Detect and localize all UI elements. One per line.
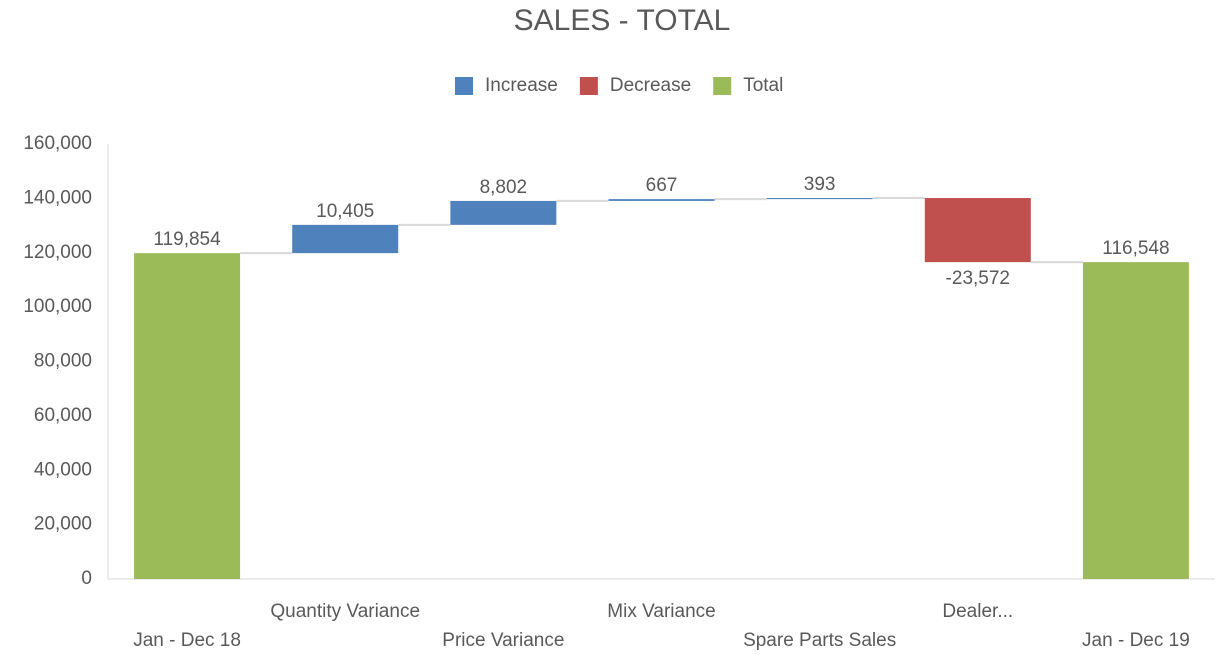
legend-label: Total	[743, 75, 783, 96]
y-tick-label: 20,000	[34, 514, 92, 535]
y-tick-label: 40,000	[34, 459, 92, 480]
bar	[450, 200, 557, 225]
bar	[766, 198, 873, 200]
x-tick-label: Dealer...	[942, 601, 1013, 622]
bar	[608, 199, 715, 201]
y-tick-label: 100,000	[23, 296, 92, 317]
y-tick-label: 80,000	[34, 351, 92, 372]
value-label: 119,854	[153, 229, 221, 250]
y-tick-label: 0	[81, 568, 92, 589]
bar	[924, 198, 1031, 263]
y-tick-label: 140,000	[23, 187, 92, 208]
y-tick-label: 120,000	[23, 242, 92, 263]
legend-swatch	[579, 77, 598, 95]
bar	[134, 253, 241, 579]
value-label: 8,802	[480, 177, 528, 198]
bar	[1082, 262, 1189, 579]
value-label: 116,548	[1102, 238, 1169, 259]
legend-swatch	[713, 77, 732, 95]
x-tick-label: Jan - Dec 18	[133, 630, 241, 651]
value-label: 10,405	[316, 201, 374, 222]
y-tick-label: 60,000	[34, 405, 92, 426]
x-tick-label: Mix Variance	[607, 601, 715, 622]
x-tick-label: Quantity Variance	[270, 601, 420, 622]
legend-label: Decrease	[610, 75, 691, 96]
x-tick-label: Jan - Dec 19	[1082, 630, 1190, 651]
y-tick-label: 160,000	[23, 133, 92, 154]
legend-label: Increase	[485, 75, 558, 96]
value-label: 667	[646, 175, 678, 196]
x-tick-label: Price Variance	[442, 630, 564, 651]
value-label: -23,572	[946, 268, 1010, 289]
x-tick-label: Spare Parts Sales	[743, 630, 896, 651]
value-label: 393	[804, 174, 836, 195]
bar	[292, 224, 399, 254]
legend-swatch	[455, 77, 473, 95]
chart-title: SALES - TOTAL	[514, 4, 731, 37]
